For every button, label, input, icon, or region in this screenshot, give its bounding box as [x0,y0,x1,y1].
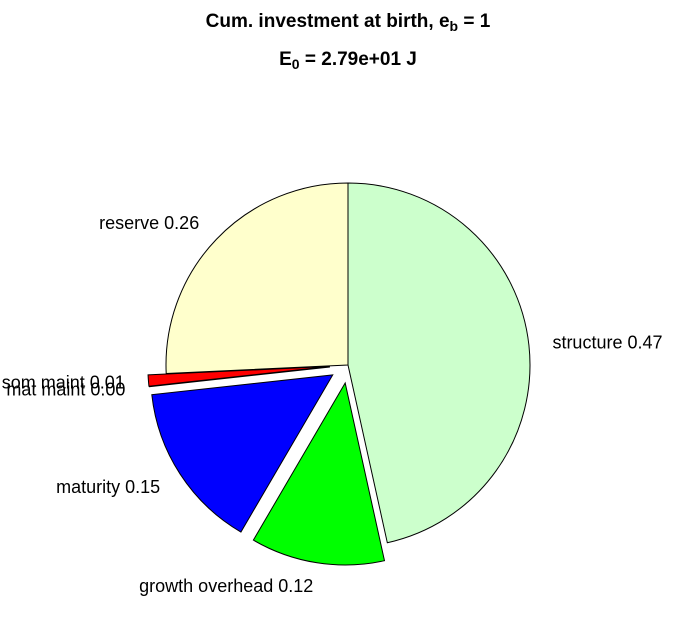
slice-label: som maint 0.01 [2,372,125,392]
pie-slice [252,381,386,566]
slice-label: growth overhead 0.12 [139,576,313,596]
chart-subtitle: E0 = 2.79e+01 J [279,49,417,72]
slice-category: mat maint [6,379,85,399]
slice-category: som maint [2,372,85,392]
title-part: = 2.79e+01 J [300,49,417,70]
title-part: = 1 [458,11,491,32]
slice-label: structure 0.47 [552,333,662,353]
slice-value: 0.26 [164,213,199,233]
slice-category: reserve [99,213,159,233]
slice-value: 0.00 [90,379,125,399]
slice-label: mat maint 0.00 [6,379,125,399]
pie-slice [347,182,531,544]
title-part: E [279,49,292,70]
slice-value: 0.01 [90,372,125,392]
title-part: 0 [292,56,300,72]
slice-label: reserve 0.26 [99,213,199,233]
title-part: b [450,18,459,34]
slice-value: 0.15 [125,477,160,497]
slice-category: maturity [56,477,120,497]
slice-category: structure [552,333,622,353]
slice-value: 0.12 [278,576,313,596]
slice-category: growth overhead [139,576,273,596]
slice-label: maturity 0.15 [56,477,160,497]
pie-slice [165,182,349,375]
title-part: Cum. investment at birth, e [206,11,450,32]
slice-value: 0.47 [627,333,662,353]
chart-title: Cum. investment at birth, eb = 1 [206,11,491,34]
pie-slice [151,374,334,533]
pie-slice [147,365,330,387]
